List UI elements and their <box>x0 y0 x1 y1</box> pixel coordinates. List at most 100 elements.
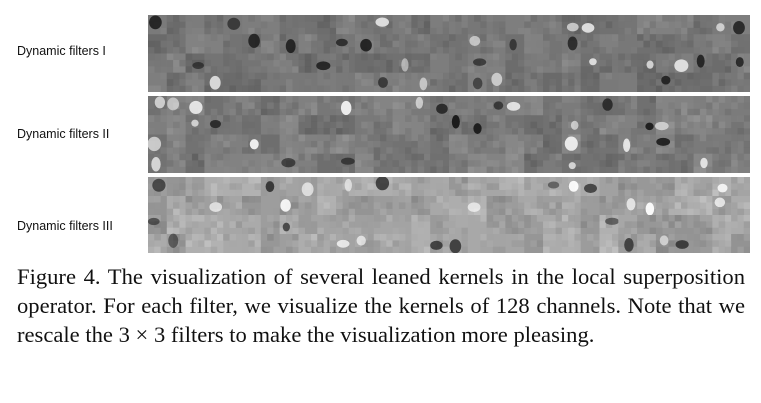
kernel-subcell <box>392 246 400 253</box>
kernel-subcell <box>185 240 193 247</box>
kernel-subcell <box>191 115 199 122</box>
kernel-subcell <box>706 227 713 235</box>
kernel-subcell <box>380 128 387 135</box>
kernel-subcell <box>737 66 745 74</box>
kernel-subcell <box>511 153 519 161</box>
kernel-subcell <box>687 121 694 129</box>
kernel-subcell <box>342 196 349 203</box>
kernel-subcell <box>637 40 644 48</box>
kernel-subcell <box>605 72 613 80</box>
kernel-subcell <box>380 160 387 167</box>
kernel-subcell <box>655 147 663 155</box>
kernel-subcell <box>649 147 657 155</box>
kernel-subcell <box>179 47 186 54</box>
kernel-subcell <box>643 66 650 74</box>
kernel-subcell <box>442 215 450 222</box>
kernel-dark-spot <box>473 58 487 66</box>
kernel-subcell <box>223 234 230 241</box>
kernel-subcell <box>649 240 657 247</box>
kernel-subcell <box>160 72 168 80</box>
kernel-subcell <box>693 27 701 35</box>
kernel-subcell <box>267 177 274 184</box>
kernel-subcell <box>674 121 682 129</box>
kernel-subcell <box>248 72 255 80</box>
kernel-subcell <box>292 59 299 67</box>
kernel-subcell <box>179 160 186 167</box>
kernel-subcell <box>254 177 262 184</box>
kernel-subcell <box>599 215 607 222</box>
kernel-subcell <box>210 246 218 253</box>
kernel-subcell <box>706 115 713 122</box>
kernel-subcell <box>618 34 625 41</box>
kernel-dark-spot <box>473 123 482 134</box>
kernel-subcell <box>662 153 669 161</box>
kernel-subcell <box>549 102 556 110</box>
kernel-subcell <box>198 183 205 190</box>
kernel-subcell <box>505 153 513 161</box>
kernel-subcell <box>329 34 337 41</box>
kernel-subcell <box>242 79 249 86</box>
kernel-subcell <box>662 177 669 184</box>
kernel-subcell <box>687 221 694 228</box>
kernel-subcell <box>354 147 362 155</box>
kernel-subcell <box>486 79 494 86</box>
kernel-subcell <box>536 153 544 161</box>
kernel-subcell <box>185 166 193 173</box>
kernel-subcell <box>699 208 707 216</box>
kernel-subcell <box>160 66 168 74</box>
kernel-subcell <box>173 221 180 228</box>
kernel-subcell <box>423 72 431 80</box>
kernel-subcell <box>285 85 293 92</box>
kernel-subcell <box>449 215 456 222</box>
kernel-subcell <box>380 59 387 67</box>
kernel-subcell <box>198 108 205 116</box>
kernel-panel-dynamic-filters-2 <box>148 96 750 173</box>
kernel-subcell <box>216 227 224 235</box>
kernel-subcell <box>681 189 688 197</box>
kernel-subcell <box>179 102 186 110</box>
kernel-subcell <box>279 85 287 92</box>
kernel-subcell <box>599 15 607 22</box>
kernel-subcell <box>649 166 657 173</box>
kernel-subcell <box>618 21 625 29</box>
kernel-subcell <box>693 166 701 173</box>
kernel-subcell <box>398 234 406 241</box>
kernel-subcell <box>405 153 412 161</box>
kernel-subcell <box>455 160 462 167</box>
kernel-subcell <box>173 227 180 235</box>
kernel-subcell <box>555 177 563 184</box>
kernel-subcell <box>267 40 274 48</box>
kernel-subcell <box>373 140 381 148</box>
kernel-subcell <box>668 221 676 228</box>
kernel-subcell <box>737 234 745 241</box>
kernel-subcell <box>505 208 513 216</box>
kernel-subcell <box>655 208 663 216</box>
kernel-subcell <box>342 246 349 253</box>
kernel-subcell <box>229 134 237 142</box>
kernel-subcell <box>173 196 180 203</box>
kernel-subcell <box>467 108 475 116</box>
kernel-subcell <box>348 147 356 155</box>
kernel-subcell <box>361 202 368 209</box>
kernel-subcell <box>248 227 255 235</box>
kernel-subcell <box>637 34 644 41</box>
kernel-subcell <box>185 66 193 74</box>
kernel-subcell <box>267 234 274 241</box>
kernel-dark-spot <box>285 39 296 54</box>
kernel-subcell <box>417 140 425 148</box>
kernel-subcell <box>536 140 544 148</box>
kernel-subcell <box>524 115 531 122</box>
kernel-subcell <box>173 108 180 116</box>
kernel-cell <box>317 153 337 173</box>
kernel-subcell <box>455 15 462 22</box>
kernel-subcell <box>624 153 632 161</box>
kernel-subcell <box>417 160 425 167</box>
kernel-subcell <box>191 208 199 216</box>
kernel-subcell <box>242 227 249 235</box>
kernel-subcell <box>342 59 349 67</box>
kernel-subcell <box>449 79 456 86</box>
kernel-subcell <box>367 134 375 142</box>
kernel-subcell <box>392 47 400 54</box>
kernel-subcell <box>336 108 343 116</box>
kernel-subcell <box>643 15 650 22</box>
